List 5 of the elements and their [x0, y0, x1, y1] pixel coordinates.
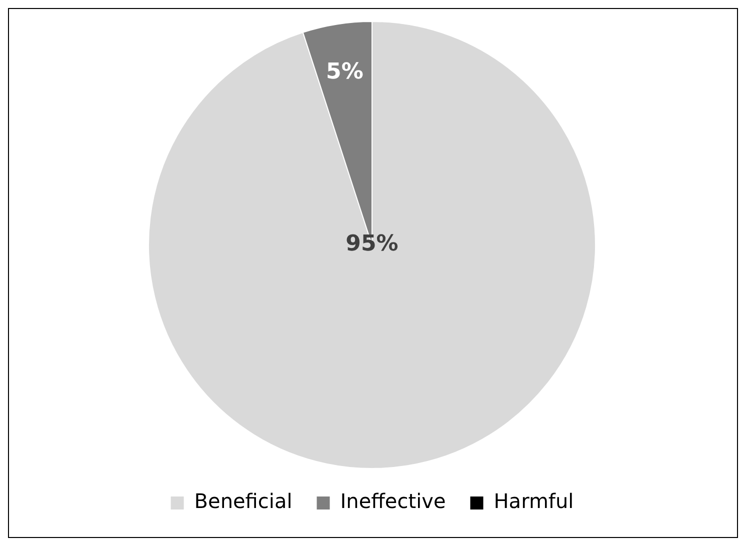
data-label: 95%: [346, 232, 398, 257]
data-label: 5%: [326, 60, 364, 85]
legend-label: Ineffective: [340, 489, 446, 514]
legend-label: Harmful: [494, 489, 574, 514]
legend-label: Beneficial: [194, 489, 292, 514]
